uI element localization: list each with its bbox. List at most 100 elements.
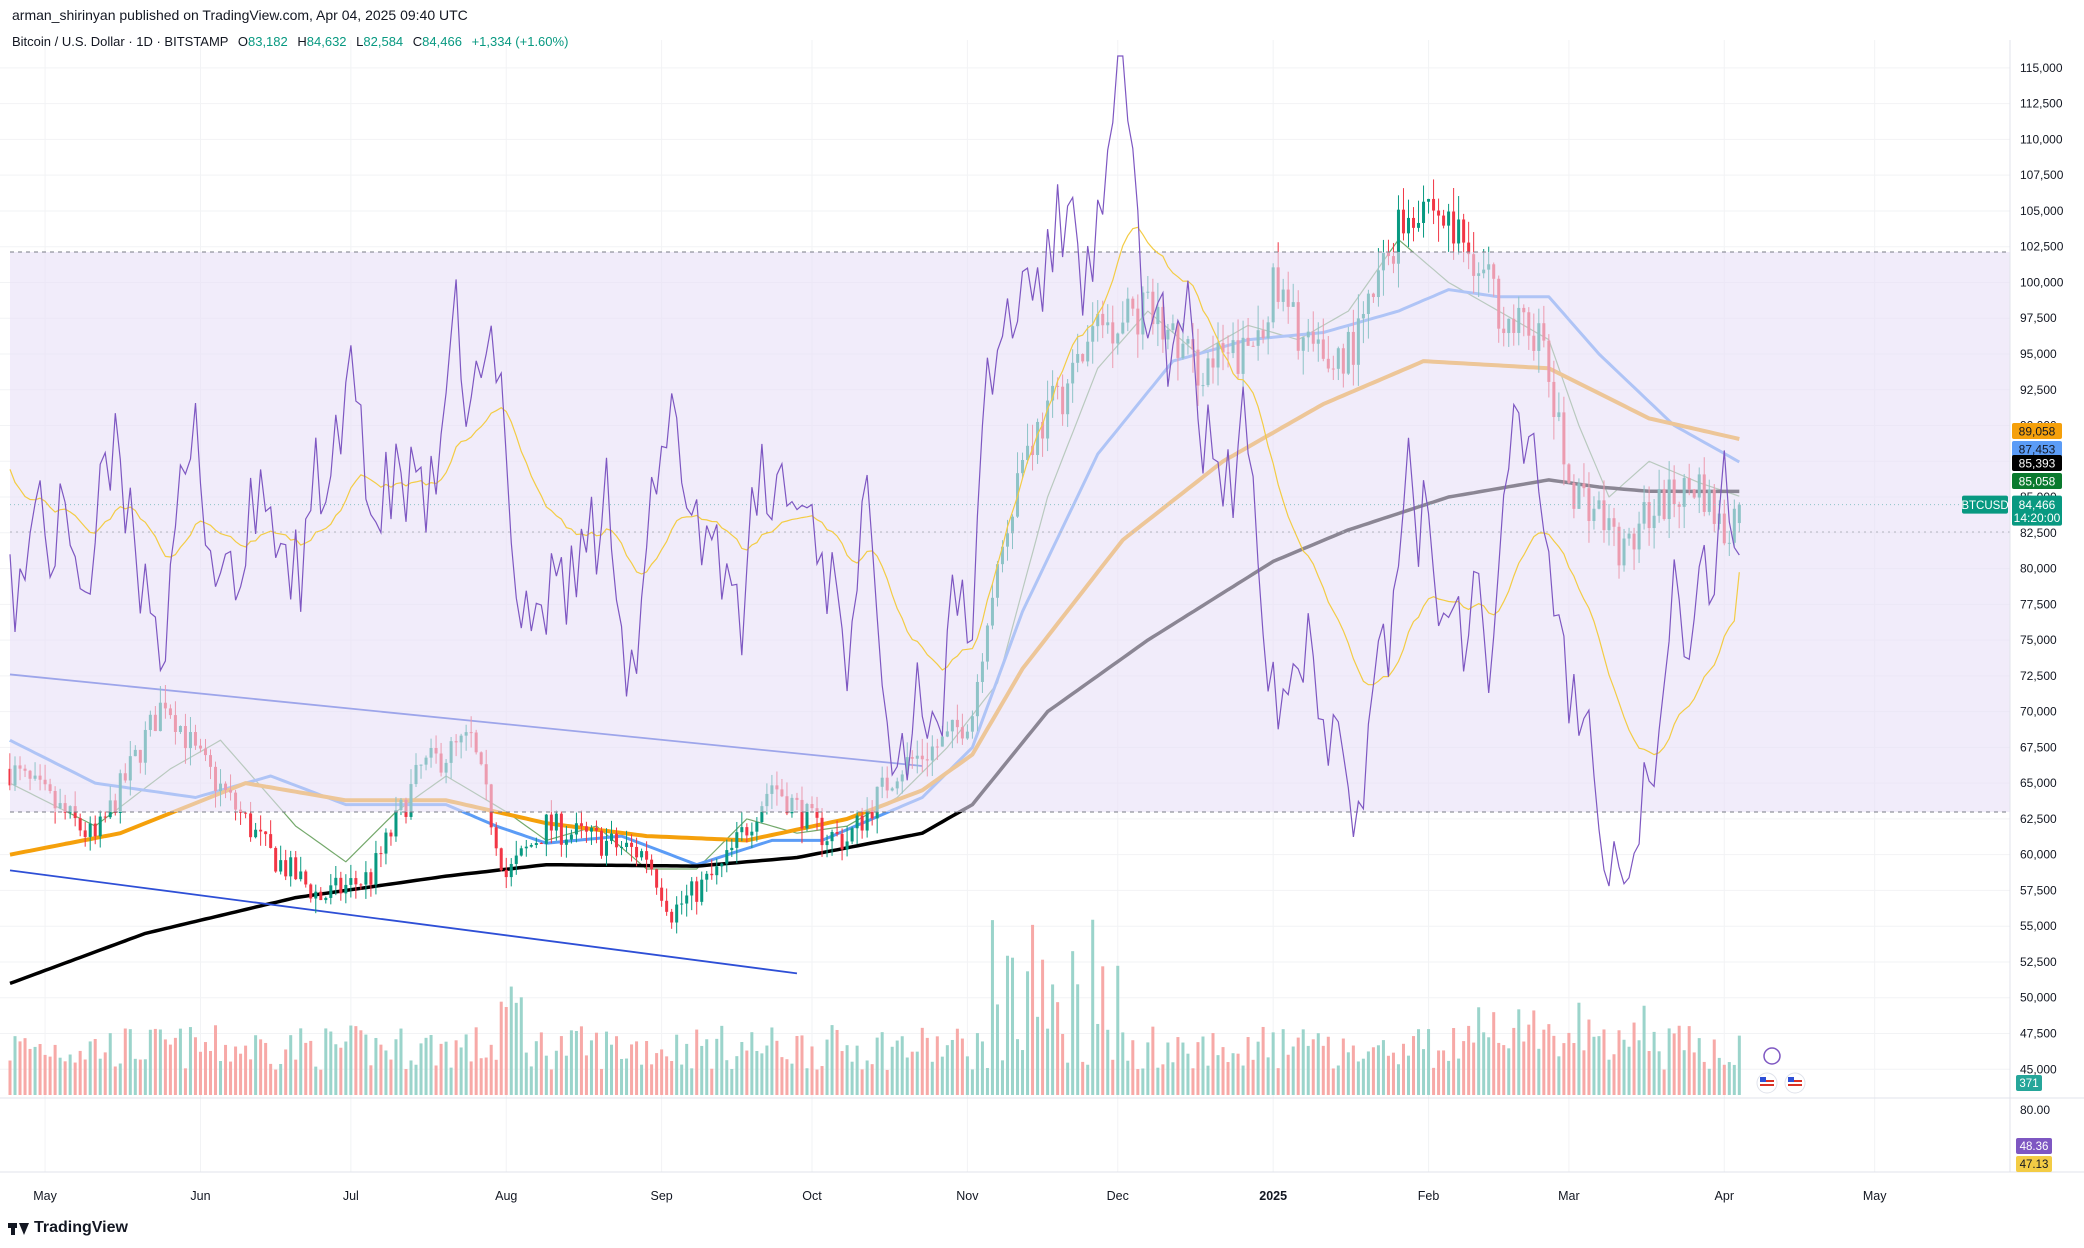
- flag-stripe: [1788, 1080, 1802, 1082]
- price-tick-label: 112,500: [2020, 97, 2063, 111]
- volume-bar: [1512, 1027, 1516, 1095]
- time-axis[interactable]: May Jun Jul Aug Sep Oct Nov Dec 2025 Feb Mar Apr May: [0, 1171, 2084, 1203]
- candle-body: [78, 818, 82, 831]
- volume-bar: [1652, 1031, 1656, 1095]
- volume-bar: [1031, 924, 1035, 1095]
- volume-bar: [840, 1051, 844, 1095]
- candle-body: [865, 810, 869, 831]
- time-tick-label: Dec: [1107, 1189, 1129, 1203]
- channel-lower-line[interactable]: [9, 869, 798, 975]
- volume-bar: [224, 1044, 228, 1095]
- volume-bar: [890, 1046, 894, 1095]
- volume-bar: [1156, 1067, 1160, 1095]
- volume-bar: [1005, 955, 1009, 1095]
- volume-bar: [1211, 1033, 1215, 1095]
- volume-bar: [1341, 1038, 1345, 1095]
- volume-bar: [314, 1066, 318, 1095]
- volume-bar: [810, 1046, 814, 1095]
- volume-bar: [544, 1055, 548, 1095]
- candle-body: [670, 911, 674, 923]
- volume-bar: [1041, 959, 1045, 1095]
- volume-bar: [900, 1036, 904, 1095]
- candle-body: [630, 842, 634, 847]
- volume-bar: [1422, 1049, 1426, 1095]
- volume-bar: [349, 1025, 353, 1095]
- volume-bar: [429, 1035, 433, 1095]
- volume-bar: [8, 1060, 12, 1095]
- volume-bar: [1537, 1048, 1541, 1095]
- volume-bar: [615, 1036, 619, 1095]
- price-tick-label: 75,000: [2020, 633, 2057, 647]
- volume-bar: [990, 920, 994, 1095]
- volume-bar: [1547, 1024, 1551, 1095]
- volume-bar: [1502, 1045, 1506, 1095]
- candle-body: [680, 903, 684, 905]
- volume-bar: [249, 1059, 253, 1095]
- symbol-legend[interactable]: Bitcoin / U.S. Dollar · 1D · BITSTAMP O8…: [12, 34, 568, 49]
- candle-body: [344, 884, 348, 894]
- candle-body: [334, 877, 338, 886]
- volume-bar: [1231, 1053, 1235, 1095]
- volume-bar: [895, 1040, 899, 1095]
- volume-bar: [955, 1028, 959, 1095]
- volume-bar: [755, 1050, 759, 1095]
- candle-body: [1412, 217, 1416, 228]
- volume-bar: [1286, 1054, 1290, 1095]
- volume-bar: [1417, 1029, 1421, 1095]
- volume-bar: [48, 1056, 52, 1095]
- candle-body: [850, 828, 854, 842]
- volume-bar: [1276, 1068, 1280, 1095]
- candle-body: [710, 873, 714, 876]
- rsi-ma-badge-bg: [2016, 1156, 2052, 1172]
- candle-body: [620, 846, 624, 848]
- volume-bar: [264, 1042, 268, 1095]
- candle-body: [690, 881, 694, 896]
- volume-bar: [740, 1041, 744, 1095]
- ohlc-high-key: H: [297, 34, 307, 49]
- rsi-pane[interactable]: [0, 55, 2084, 1099]
- volume-bar: [1101, 966, 1105, 1095]
- candle-body: [524, 846, 528, 849]
- ohlc-close-value: 84,466: [422, 34, 462, 49]
- volume-bar: [850, 1061, 854, 1095]
- time-tick-label: Apr: [1715, 1189, 1734, 1203]
- volume-bar: [43, 1054, 47, 1095]
- candle-body: [249, 813, 253, 838]
- volume-bar: [710, 1068, 714, 1095]
- volume-bar: [344, 1041, 348, 1095]
- tradingview-brand[interactable]: TradingView: [8, 1219, 128, 1237]
- candle-body: [364, 872, 368, 885]
- volume-bar: [1346, 1052, 1350, 1095]
- volume-bar: [138, 1059, 142, 1095]
- volume-bar: [1126, 1060, 1130, 1095]
- earnings-event-icon: [1763, 1047, 1781, 1065]
- volume-bar: [1151, 1026, 1155, 1095]
- volume-bar: [559, 1036, 563, 1095]
- volume-bar: [188, 1027, 192, 1095]
- price-badge-bg: [2012, 423, 2062, 439]
- publish-info: arman_shirinyan published on TradingView…: [12, 7, 468, 23]
- volume-bar: [640, 1064, 644, 1095]
- price-axis[interactable]: 45,000 47,500 50,000 52,500 55,000 57,500 60,0…: [2009, 40, 2064, 1172]
- volume-bar: [1442, 1050, 1446, 1095]
- volume-bar: [1617, 1030, 1621, 1095]
- volume-bar: [1236, 1053, 1240, 1095]
- candle-body: [615, 833, 619, 848]
- volume-bar: [489, 1044, 493, 1095]
- volume-bar: [128, 1029, 132, 1095]
- volume-bar: [1131, 1040, 1135, 1095]
- volume-bar: [539, 1032, 543, 1095]
- volume-bar: [1517, 1009, 1521, 1095]
- candle-body: [329, 885, 333, 898]
- candle-body: [735, 832, 739, 848]
- price-badge-bg: [2012, 473, 2062, 489]
- volume-bar: [705, 1039, 709, 1095]
- volume-bar: [419, 1043, 423, 1095]
- volume-bar: [123, 1028, 127, 1095]
- candle-body: [1422, 201, 1426, 223]
- volume-bar: [1246, 1037, 1250, 1095]
- volume-bar: [404, 1069, 408, 1095]
- volume-bar: [504, 1007, 508, 1095]
